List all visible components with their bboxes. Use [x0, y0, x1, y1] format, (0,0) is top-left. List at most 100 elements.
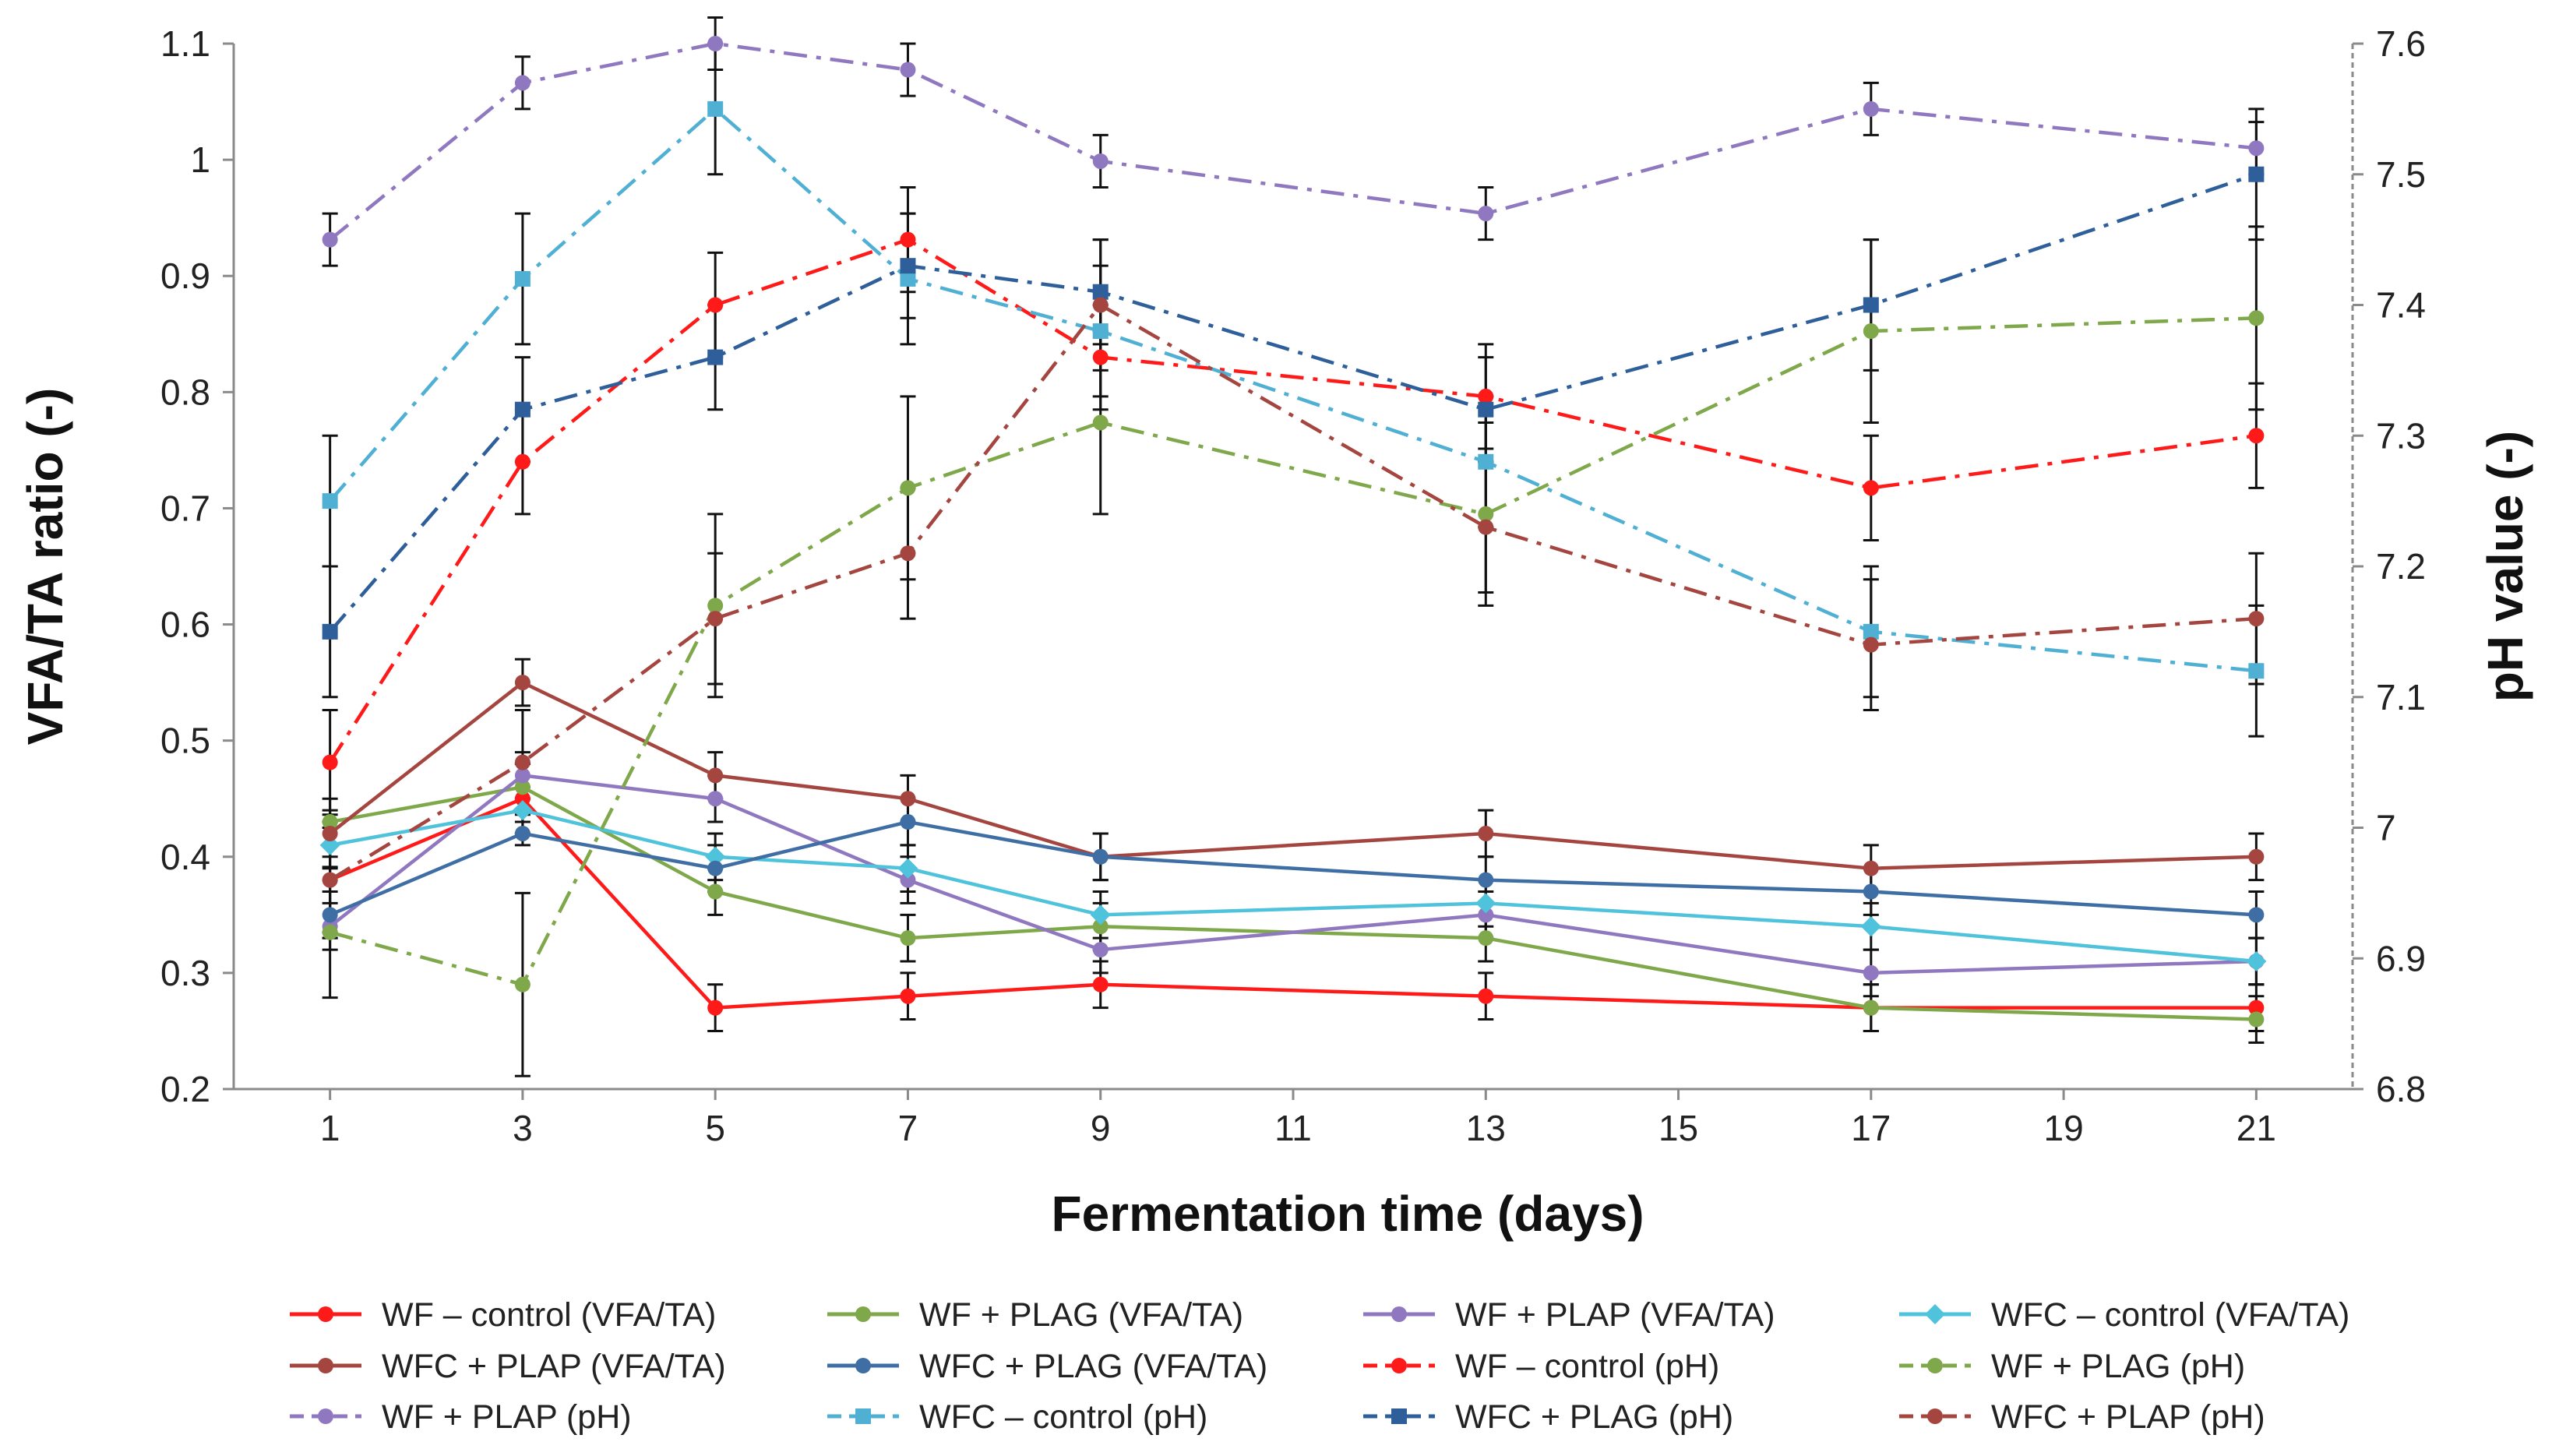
x-axis-title: Fermentation time (days) — [1051, 1186, 1644, 1242]
y-tick-label: 0.5 — [160, 721, 210, 761]
series-point — [1863, 860, 1879, 876]
series-point — [707, 860, 724, 876]
series-point — [2248, 140, 2265, 157]
y-tick-label: 1.1 — [160, 23, 210, 64]
y-tick-label: 0.3 — [160, 953, 210, 993]
series-point — [1478, 506, 1494, 522]
series-line — [330, 316, 2257, 987]
series-point — [1863, 883, 1879, 900]
series-point — [322, 924, 338, 940]
legend-label: WFC + PLAG (VFA/TA) — [919, 1348, 1267, 1385]
x-tick-label: 15 — [1658, 1108, 1698, 1148]
series-point — [1478, 988, 1494, 1004]
series-point — [1092, 153, 1109, 169]
series-point — [900, 872, 916, 888]
x-tick-label: 13 — [1466, 1108, 1506, 1148]
series-point — [1092, 284, 1109, 300]
y-tick-label: 0.6 — [160, 605, 210, 645]
error-bars — [322, 16, 2265, 1077]
series-point — [900, 791, 916, 807]
series-point — [2248, 166, 2265, 182]
series-point — [1092, 918, 1109, 935]
series-point — [1478, 519, 1494, 535]
series-point — [705, 846, 726, 867]
legend-label: WFC – control (pH) — [919, 1398, 1207, 1436]
series-point — [900, 545, 916, 562]
series-point — [1860, 916, 1881, 937]
series-point — [514, 825, 530, 841]
y2-tick-label: 6.8 — [2376, 1069, 2426, 1109]
y2-tick-label: 7.6 — [2376, 23, 2426, 64]
series-point — [1863, 623, 1879, 640]
series-point — [1090, 904, 1111, 925]
series-point — [2248, 428, 2265, 444]
series-point — [1092, 942, 1109, 958]
series-point — [1863, 636, 1879, 653]
legend-label: WFC – control (VFA/TA) — [1991, 1296, 2349, 1334]
series-point — [514, 767, 530, 784]
y-tick-label: 0.2 — [160, 1069, 210, 1109]
legend-label: WF + PLAP (VFA/TA) — [1455, 1296, 1775, 1334]
series-point — [2248, 663, 2265, 679]
series-point — [322, 493, 338, 509]
legend-label: WF + PLAG (VFA/TA) — [919, 1296, 1243, 1334]
series-markers — [319, 36, 2267, 1028]
series-point — [514, 779, 530, 795]
series-point — [707, 999, 724, 1016]
series-point — [2248, 907, 2265, 923]
series-point — [1478, 825, 1494, 841]
series-point — [1478, 206, 1494, 222]
y-tick-label: 0.4 — [160, 837, 210, 877]
series-point — [322, 814, 338, 830]
series-point — [514, 976, 530, 992]
x-tick-label: 3 — [513, 1108, 533, 1148]
series-point — [1863, 999, 1879, 1016]
y-tick-label: 1 — [190, 139, 210, 180]
y2-tick-labels: 6.8 6.9 7 7.1 7.2 7.3 7.4 7.5 7.6 — [2353, 23, 2426, 1109]
series-point — [1391, 1306, 1407, 1322]
series-point — [514, 754, 530, 770]
series-point — [514, 270, 530, 287]
series-line — [329, 796, 2257, 1010]
x-tick-label: 19 — [2044, 1108, 2084, 1148]
series-point — [1092, 323, 1109, 340]
series-point — [322, 907, 338, 923]
series-point — [707, 791, 724, 807]
series-point — [1391, 1408, 1407, 1424]
series-line — [329, 820, 2257, 917]
series-point — [318, 1358, 333, 1373]
series-point — [1092, 848, 1109, 865]
y2-tick-label: 7.1 — [2376, 677, 2426, 717]
y-axis-title: VFA/TA ratio (-) — [17, 388, 73, 746]
x-tick-label: 11 — [1274, 1108, 1312, 1148]
x-tick-label: 17 — [1851, 1108, 1891, 1148]
series-point — [1863, 100, 1879, 117]
series-point — [1863, 964, 1879, 981]
series-point — [2248, 848, 2265, 865]
series-line — [329, 41, 2257, 241]
series-point — [1092, 297, 1109, 313]
series-line — [328, 238, 2257, 763]
x-tick-label: 1 — [320, 1108, 340, 1148]
series-line — [328, 172, 2258, 633]
series-point — [1092, 349, 1109, 365]
series-point — [1391, 1358, 1407, 1373]
series-line — [329, 303, 2257, 882]
x-tick-labels: 1 3 5 7 9 11 13 15 17 19 21 — [320, 1089, 2276, 1148]
series-point — [707, 611, 724, 627]
y-tick-labels: 0.2 0.3 0.4 0.5 0.6 0.7 0.8 0.9 1 1.1 — [160, 23, 234, 1109]
series-point — [707, 297, 724, 313]
series-point — [855, 1408, 871, 1424]
series-point — [707, 349, 724, 365]
series-point — [514, 453, 530, 470]
x-tick-label: 7 — [898, 1108, 918, 1148]
series-line — [330, 808, 2257, 964]
series-point — [1927, 1358, 1943, 1373]
legend-label: WFC + PLAG (pH) — [1455, 1398, 1733, 1436]
series-point — [318, 1306, 333, 1322]
series-point — [855, 1306, 871, 1322]
y-tick-label: 0.7 — [160, 488, 210, 528]
series-point — [1092, 414, 1109, 431]
series-point — [514, 675, 530, 691]
series-point — [514, 791, 530, 807]
